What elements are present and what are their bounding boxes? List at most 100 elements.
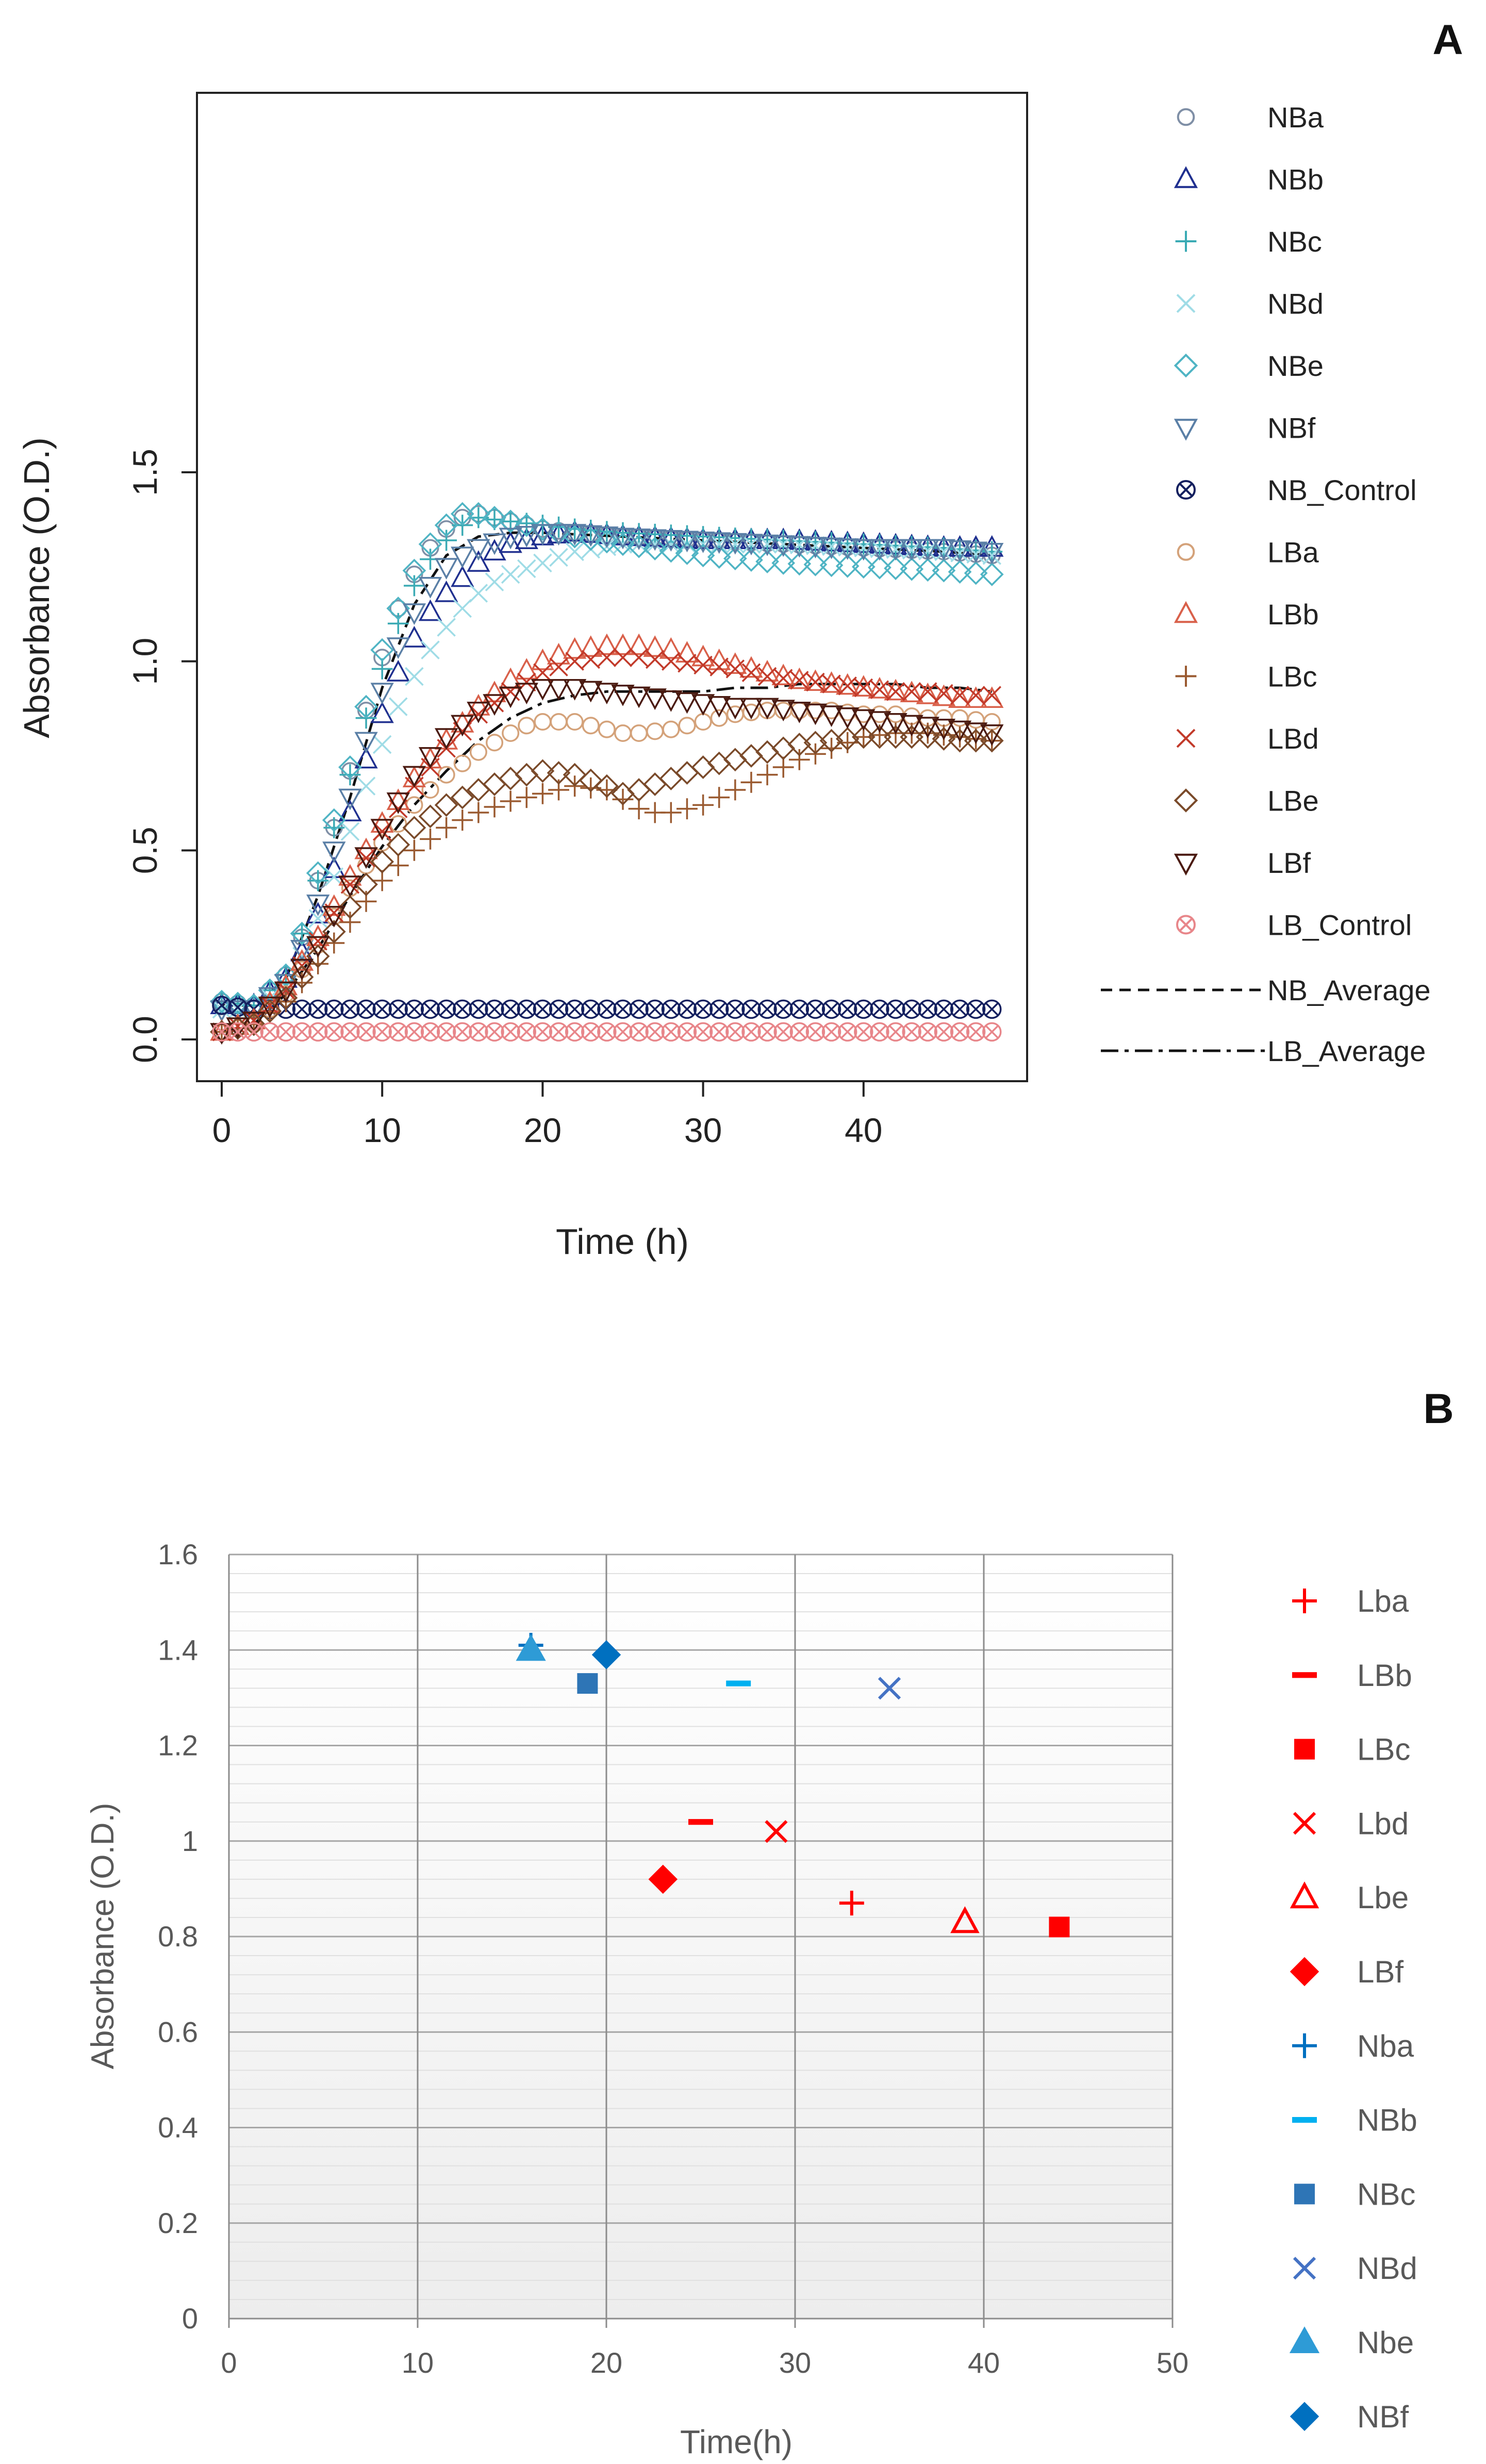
lbd-point bbox=[886, 682, 905, 701]
lbd-point bbox=[790, 671, 809, 690]
nbf-point bbox=[563, 524, 587, 546]
nbc-point bbox=[436, 530, 457, 551]
lbd-point bbox=[597, 648, 617, 667]
lbd-point bbox=[646, 650, 665, 669]
lbc-point bbox=[772, 756, 794, 778]
nbf-point bbox=[627, 528, 651, 550]
lbb-point bbox=[980, 686, 1004, 708]
legend-item-nbe: Nbe bbox=[1289, 2325, 1414, 2360]
lbd-point bbox=[501, 682, 520, 701]
lb-control-point bbox=[837, 1022, 857, 1042]
nb-control-point bbox=[212, 996, 232, 1015]
lbd-point bbox=[613, 648, 633, 667]
lbe-point bbox=[434, 793, 458, 817]
lbf-point bbox=[755, 698, 779, 720]
legend-marker bbox=[1292, 1672, 1317, 1678]
nbf-point bbox=[916, 539, 939, 561]
nb-control-point bbox=[982, 999, 1002, 1019]
nbd-point bbox=[533, 553, 552, 573]
lbf-point bbox=[691, 694, 715, 716]
lb-control-point bbox=[549, 1022, 569, 1042]
lbe-point bbox=[707, 751, 731, 775]
legend-item-nbb: NBb bbox=[1292, 2103, 1417, 2138]
y-tick-label: 1.6 bbox=[158, 1538, 198, 1570]
chart-b-legend: Lba LBb LBc Lbd Lbe LBf Nba NBb NBc NBd Nbe NBf bbox=[1289, 1584, 1417, 2434]
lbf-point bbox=[242, 1012, 266, 1034]
lbe-point bbox=[515, 763, 539, 787]
nb-control-point bbox=[902, 999, 921, 1019]
nbe-point bbox=[948, 560, 972, 584]
nb-average-line bbox=[222, 531, 992, 1007]
chart-a: 0 10 20 30 40 0.0 0.5 1.0 1.5 Time (h) Absorbanc… bbox=[16, 92, 1431, 1262]
lbb-point bbox=[852, 675, 876, 697]
lbc-point bbox=[788, 749, 810, 770]
nbe-point bbox=[739, 548, 763, 572]
legend-label: LBa bbox=[1267, 536, 1319, 569]
lbe-point bbox=[932, 727, 956, 751]
lbb-point bbox=[803, 669, 828, 691]
legend-item-lba: Lba bbox=[1292, 1584, 1409, 1618]
nb-control-point bbox=[436, 999, 456, 1019]
lb-control-point bbox=[597, 1022, 617, 1042]
lb-control-point bbox=[420, 1022, 440, 1042]
legend-marker bbox=[1174, 166, 1198, 188]
lbb-point bbox=[771, 664, 795, 686]
nbe-point bbox=[803, 553, 828, 576]
lbf-point bbox=[723, 698, 747, 720]
lb-control-point bbox=[517, 1022, 537, 1042]
lbe-point bbox=[980, 729, 1004, 753]
legend-item-lbd: LBd bbox=[1176, 722, 1319, 755]
chart-b-xlabel: Time(h) bbox=[680, 2423, 792, 2460]
nbb-point bbox=[659, 526, 683, 548]
legend-item-lbf: LBf bbox=[1290, 1955, 1404, 1989]
nbe-point bbox=[611, 532, 635, 556]
lbc-point bbox=[452, 809, 473, 831]
nbd-point bbox=[405, 667, 424, 686]
lbf-point bbox=[916, 717, 939, 739]
nbd-point bbox=[982, 546, 1001, 565]
lbb-point bbox=[916, 682, 939, 704]
nbf-point bbox=[739, 534, 763, 556]
legend-label: NB_Control bbox=[1267, 474, 1416, 506]
lbf-point bbox=[499, 686, 522, 708]
nb-control-point bbox=[292, 999, 312, 1019]
lbb-point bbox=[370, 811, 394, 833]
nbd-point bbox=[389, 697, 408, 716]
legend-label: NBc bbox=[1267, 225, 1322, 258]
lbb-point bbox=[547, 642, 571, 665]
lb-control-point bbox=[741, 1022, 761, 1042]
nbd-point bbox=[934, 542, 953, 561]
legend-label: LBd bbox=[1267, 722, 1319, 755]
lbc-point bbox=[500, 790, 521, 812]
lbe-point bbox=[739, 744, 763, 768]
nbf-point bbox=[418, 576, 442, 599]
legend-label: Nba bbox=[1357, 2029, 1414, 2063]
lb-control-point bbox=[950, 1022, 970, 1042]
nb-control-point bbox=[757, 999, 777, 1019]
lbf-point bbox=[739, 698, 763, 720]
lbf-point bbox=[884, 713, 907, 735]
lbe-point bbox=[354, 872, 378, 897]
nbf-point bbox=[306, 894, 330, 916]
nbe-point bbox=[771, 551, 796, 575]
nbe-point bbox=[306, 861, 330, 885]
nbd-point bbox=[966, 544, 985, 564]
lbf-point bbox=[595, 683, 619, 705]
nbc-point bbox=[387, 613, 409, 634]
lbc-point bbox=[740, 771, 762, 793]
lb-control-point bbox=[982, 1022, 1002, 1042]
lbc-point bbox=[371, 870, 393, 891]
nb-control-point bbox=[629, 999, 649, 1019]
lbf-point bbox=[707, 696, 731, 718]
legend-label: NBd bbox=[1357, 2251, 1417, 2286]
lbd-point bbox=[308, 932, 327, 951]
nbe-point bbox=[707, 545, 731, 569]
lbe-point bbox=[338, 895, 362, 919]
x-tick-label: 20 bbox=[524, 1111, 562, 1149]
x-tick-label: 10 bbox=[363, 1111, 401, 1149]
lbf-point bbox=[643, 688, 667, 710]
lbf-point bbox=[322, 905, 346, 928]
lb-control-point bbox=[212, 1022, 232, 1042]
lbd-point bbox=[709, 657, 729, 676]
lbe-point bbox=[755, 740, 779, 764]
